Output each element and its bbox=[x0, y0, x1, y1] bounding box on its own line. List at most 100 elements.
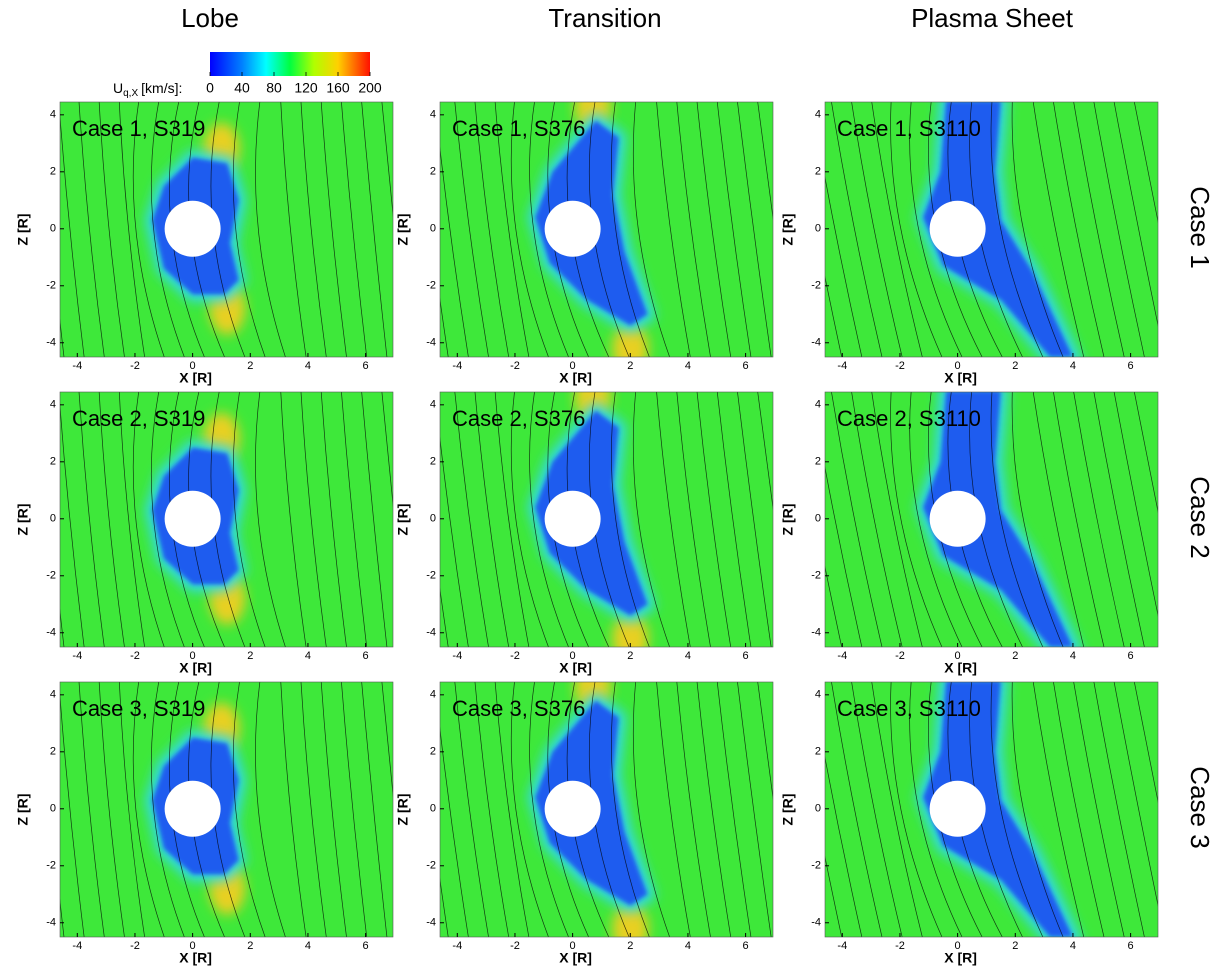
streamline bbox=[300, 682, 327, 937]
y-tick-label: 0 bbox=[815, 513, 821, 525]
x-tick-label: -4 bbox=[452, 650, 462, 662]
streamline bbox=[1032, 392, 1085, 647]
panel-label: Case 3, S3110 bbox=[837, 696, 981, 721]
streamline bbox=[1053, 682, 1105, 937]
streamline bbox=[1113, 392, 1158, 617]
streamline bbox=[320, 102, 347, 357]
y-tick-label: 0 bbox=[430, 803, 436, 815]
streamline bbox=[851, 392, 903, 647]
streamline bbox=[716, 392, 752, 647]
colorbar-label-main: U bbox=[113, 80, 123, 96]
y-tick-label: 0 bbox=[50, 223, 56, 235]
streamline bbox=[716, 102, 752, 357]
x-tick-label: -4 bbox=[452, 360, 462, 372]
streamline bbox=[150, 392, 185, 647]
y-tick-label: -4 bbox=[426, 337, 436, 349]
streamline bbox=[118, 682, 145, 937]
streamline bbox=[474, 102, 510, 357]
streamline bbox=[440, 877, 449, 937]
streamline bbox=[280, 682, 307, 937]
colorbar-tick-label: 40 bbox=[234, 80, 250, 96]
y-axis-label: Z [R] bbox=[780, 214, 796, 246]
y-tick-label: 0 bbox=[50, 513, 56, 525]
streamline bbox=[676, 682, 711, 937]
streamline bbox=[440, 146, 469, 357]
flow-cavity bbox=[923, 102, 1073, 357]
streamline bbox=[510, 682, 549, 937]
planet bbox=[544, 200, 601, 257]
x-tick-label: 6 bbox=[743, 360, 749, 372]
streamline bbox=[440, 297, 449, 357]
streamline bbox=[1093, 682, 1145, 937]
column-title: Plasma Sheet bbox=[911, 3, 1074, 33]
colorbar-label: Uq,X [km/s]: bbox=[113, 80, 182, 99]
y-axis-label: Z [R] bbox=[395, 504, 411, 536]
panel bbox=[825, 682, 1158, 937]
streamline bbox=[909, 682, 963, 937]
column-title: Lobe bbox=[181, 3, 239, 33]
y-axis-label: Z [R] bbox=[780, 794, 796, 826]
y-tick-label: 4 bbox=[430, 109, 436, 121]
y-tick-label: -2 bbox=[811, 280, 821, 292]
streamline bbox=[510, 102, 549, 357]
streamline bbox=[890, 682, 943, 937]
streamline bbox=[529, 682, 569, 937]
y-tick-label: 4 bbox=[430, 399, 436, 411]
streamline bbox=[280, 102, 307, 357]
panel-frame bbox=[824, 101, 1159, 358]
streamline bbox=[474, 392, 510, 647]
x-tick-label: 4 bbox=[1070, 360, 1076, 372]
streamline bbox=[825, 175, 863, 357]
y-tick-label: 4 bbox=[815, 399, 821, 411]
x-tick-label: 4 bbox=[305, 360, 311, 372]
x-tick-label: 4 bbox=[685, 940, 691, 952]
streamline bbox=[341, 102, 368, 357]
planet bbox=[164, 200, 221, 257]
planet bbox=[929, 490, 986, 547]
streamline bbox=[1011, 102, 1064, 357]
y-tick-label: 2 bbox=[50, 746, 56, 758]
streamline bbox=[611, 102, 650, 357]
x-axis-label: X [R] bbox=[944, 660, 977, 676]
x-tick-label: -2 bbox=[510, 650, 520, 662]
panel-label: Case 1, S319 bbox=[72, 116, 205, 141]
x-tick-label: -4 bbox=[837, 940, 847, 952]
panel-frame bbox=[439, 681, 774, 938]
x-axis-label: X [R] bbox=[559, 660, 592, 676]
streamline bbox=[825, 855, 843, 937]
streamline bbox=[656, 102, 691, 357]
x-tick-label: -2 bbox=[510, 360, 520, 372]
x-tick-label: 6 bbox=[363, 940, 369, 952]
y-tick-label: -2 bbox=[46, 570, 56, 582]
streamline bbox=[757, 392, 773, 512]
panel-frame bbox=[439, 101, 774, 358]
streamline bbox=[341, 682, 368, 937]
panel-label: Case 1, S3110 bbox=[837, 116, 981, 141]
planet bbox=[929, 780, 986, 837]
streamline bbox=[132, 392, 165, 647]
panel bbox=[440, 102, 773, 357]
streamline bbox=[871, 392, 923, 647]
streamline bbox=[150, 682, 185, 937]
x-axis-label: X [R] bbox=[179, 950, 212, 966]
streamline bbox=[381, 682, 393, 800]
row-label: Case 3 bbox=[1185, 766, 1215, 848]
streamline bbox=[890, 102, 943, 357]
streamline bbox=[656, 682, 691, 937]
streamline bbox=[909, 102, 963, 357]
streamline bbox=[60, 318, 65, 357]
colorbar-label-unit: [km/s]: bbox=[141, 80, 182, 96]
x-tick-label: 0 bbox=[570, 650, 576, 662]
y-axis-label: Z [R] bbox=[395, 794, 411, 826]
streamline bbox=[280, 392, 307, 647]
streamline bbox=[454, 392, 489, 647]
y-axis-label: Z [R] bbox=[395, 214, 411, 246]
y-tick-label: 4 bbox=[50, 399, 56, 411]
streamline bbox=[361, 392, 388, 647]
y-tick-label: -4 bbox=[811, 917, 821, 929]
x-tick-label: -4 bbox=[452, 940, 462, 952]
y-tick-label: 2 bbox=[815, 456, 821, 468]
streamline bbox=[300, 392, 327, 647]
streamline bbox=[440, 436, 469, 647]
panel-frame bbox=[824, 391, 1159, 648]
